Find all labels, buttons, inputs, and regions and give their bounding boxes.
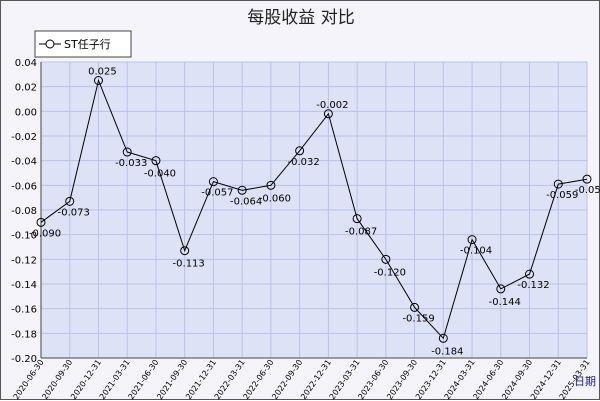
data-label: -0.144 xyxy=(489,297,521,308)
y-tick-label: -0.08 xyxy=(11,206,37,217)
data-label: -0.033 xyxy=(115,158,147,169)
data-point xyxy=(553,179,563,189)
chart-title: 每股收益 对比 xyxy=(247,8,354,28)
legend-series-name: ST任子行 xyxy=(64,38,111,51)
data-point xyxy=(525,269,535,279)
series-line xyxy=(40,78,588,340)
data-label: -0.002 xyxy=(316,100,348,111)
y-tick-label: -0.04 xyxy=(11,157,37,168)
data-point xyxy=(496,284,506,294)
x-axis-unit-label: 日期 xyxy=(574,375,596,388)
data-label: -0.159 xyxy=(402,313,434,324)
data-label: -0.132 xyxy=(517,280,549,291)
y-tick-label: 0.00 xyxy=(15,107,37,118)
data-point xyxy=(381,254,391,264)
y-tick-label: -0.20 xyxy=(11,354,37,365)
y-tick-label: -0.12 xyxy=(11,255,37,266)
legend: ST任子行 xyxy=(34,30,132,58)
y-tick-label: -0.18 xyxy=(11,329,37,340)
y-tick-label: -0.02 xyxy=(11,132,37,143)
data-point xyxy=(93,76,103,85)
data-point xyxy=(180,246,190,256)
data-label: -0.064 xyxy=(230,196,262,207)
data-point xyxy=(237,185,247,195)
data-point xyxy=(266,180,276,190)
data-point xyxy=(122,147,132,157)
data-label: -0.120 xyxy=(374,267,406,278)
data-point xyxy=(352,214,362,224)
data-point xyxy=(438,333,448,343)
y-tick-label: -0.10 xyxy=(11,231,37,242)
data-point xyxy=(65,196,75,206)
data-point xyxy=(467,235,477,245)
data-point xyxy=(36,217,46,227)
data-label: -0.032 xyxy=(288,157,320,168)
data-point xyxy=(582,174,592,184)
data-label: -0.104 xyxy=(460,246,492,257)
data-label: -0.073 xyxy=(58,207,90,218)
data-label: -0.113 xyxy=(173,259,205,270)
data-point xyxy=(151,156,161,166)
y-tick-label: -0.06 xyxy=(11,181,37,192)
legend-marker xyxy=(45,39,55,49)
data-label: -0.184 xyxy=(431,346,463,357)
data-label: 0.025 xyxy=(88,67,117,78)
data-point xyxy=(295,146,305,156)
data-point xyxy=(410,302,420,312)
data-point xyxy=(323,109,333,119)
y-tick-label: -0.16 xyxy=(11,305,37,316)
y-tick-label: 0.04 xyxy=(15,58,37,69)
data-label: -0.057 xyxy=(201,188,233,199)
data-label: -0.055 xyxy=(575,185,600,196)
data-label: -0.059 xyxy=(546,190,578,201)
data-label: -0.060 xyxy=(259,193,291,204)
data-point xyxy=(208,177,218,187)
data-label: -0.087 xyxy=(345,227,377,238)
y-tick-label: 0.02 xyxy=(15,83,37,94)
data-label: -0.040 xyxy=(144,169,176,180)
y-tick-label: -0.14 xyxy=(11,280,37,291)
data-label: -0.090 xyxy=(29,228,61,239)
